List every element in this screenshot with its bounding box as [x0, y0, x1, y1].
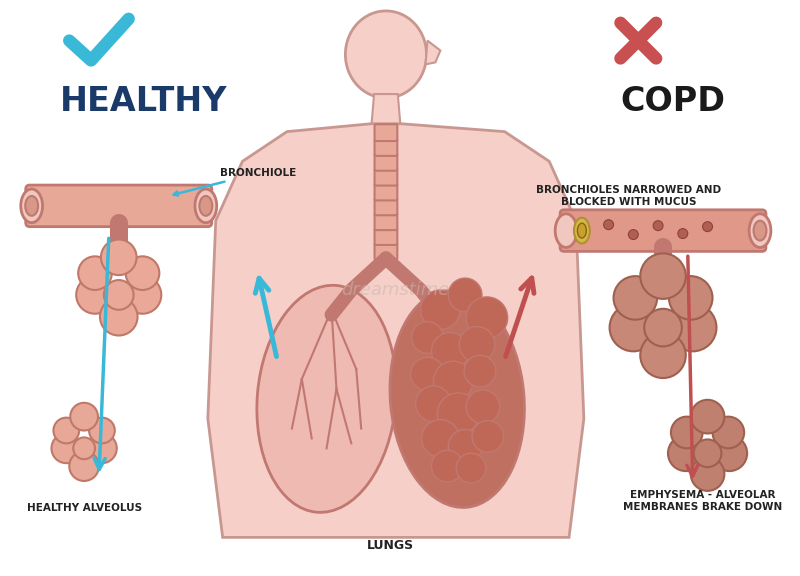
Ellipse shape: [21, 189, 42, 223]
Circle shape: [78, 256, 112, 290]
Ellipse shape: [199, 196, 212, 216]
Text: EMPHYSEMA - ALVEOLAR
MEMBRANES BRAKE DOWN: EMPHYSEMA - ALVEOLAR MEMBRANES BRAKE DOW…: [623, 490, 782, 511]
Circle shape: [690, 400, 724, 434]
Circle shape: [669, 276, 713, 320]
Circle shape: [702, 222, 713, 232]
Text: COPD: COPD: [621, 85, 726, 119]
FancyBboxPatch shape: [374, 184, 398, 200]
Ellipse shape: [749, 214, 771, 248]
Circle shape: [70, 403, 98, 430]
Ellipse shape: [555, 214, 577, 248]
Circle shape: [412, 321, 443, 353]
FancyBboxPatch shape: [26, 185, 212, 226]
Circle shape: [448, 430, 482, 463]
Circle shape: [70, 451, 99, 481]
Circle shape: [416, 386, 451, 422]
Circle shape: [448, 278, 482, 312]
Circle shape: [422, 419, 459, 457]
Text: LUNGS: LUNGS: [367, 539, 414, 552]
Circle shape: [74, 437, 95, 459]
Circle shape: [690, 457, 724, 491]
Circle shape: [628, 230, 638, 240]
FancyBboxPatch shape: [374, 228, 398, 245]
Circle shape: [610, 304, 657, 351]
Circle shape: [434, 361, 473, 401]
Ellipse shape: [195, 189, 217, 223]
Circle shape: [459, 327, 494, 362]
Circle shape: [124, 276, 162, 314]
Polygon shape: [426, 40, 440, 65]
Circle shape: [640, 332, 686, 378]
Circle shape: [464, 355, 496, 387]
FancyBboxPatch shape: [374, 243, 398, 260]
Ellipse shape: [574, 218, 590, 244]
Circle shape: [104, 280, 134, 310]
Circle shape: [713, 416, 744, 448]
Circle shape: [614, 276, 657, 320]
Ellipse shape: [257, 285, 396, 513]
Circle shape: [640, 253, 686, 299]
FancyBboxPatch shape: [374, 139, 398, 156]
Ellipse shape: [754, 221, 766, 241]
Polygon shape: [371, 94, 401, 130]
Circle shape: [668, 435, 704, 471]
Text: BRONCHIOLE: BRONCHIOLE: [174, 168, 296, 196]
Circle shape: [431, 332, 469, 370]
Circle shape: [101, 240, 137, 275]
FancyBboxPatch shape: [560, 210, 766, 251]
Ellipse shape: [346, 11, 426, 98]
FancyBboxPatch shape: [374, 169, 398, 185]
Circle shape: [694, 439, 722, 467]
Text: BRONCHIOLES NARROWED AND
BLOCKED WITH MUCUS: BRONCHIOLES NARROWED AND BLOCKED WITH MU…: [536, 185, 721, 207]
Circle shape: [711, 435, 747, 471]
Circle shape: [76, 276, 114, 314]
Circle shape: [678, 229, 688, 238]
Circle shape: [669, 304, 717, 351]
Circle shape: [644, 309, 682, 346]
Circle shape: [653, 221, 663, 230]
Ellipse shape: [578, 223, 586, 238]
Circle shape: [579, 230, 589, 241]
Text: dreamstime: dreamstime: [342, 281, 450, 299]
Polygon shape: [208, 124, 584, 537]
Circle shape: [51, 434, 81, 463]
Circle shape: [126, 256, 159, 290]
Circle shape: [89, 418, 114, 444]
Circle shape: [421, 290, 460, 329]
FancyBboxPatch shape: [374, 154, 398, 170]
Circle shape: [456, 453, 486, 483]
FancyBboxPatch shape: [374, 213, 398, 230]
Text: HEALTHY ALVEOLUS: HEALTHY ALVEOLUS: [26, 503, 142, 513]
Circle shape: [438, 393, 479, 434]
Circle shape: [472, 420, 504, 452]
Circle shape: [466, 297, 508, 339]
Circle shape: [466, 390, 500, 423]
Circle shape: [604, 219, 614, 230]
Circle shape: [87, 434, 117, 463]
FancyBboxPatch shape: [374, 124, 398, 141]
Text: HEALTHY: HEALTHY: [60, 85, 227, 119]
Circle shape: [100, 298, 138, 335]
Circle shape: [54, 418, 79, 444]
Ellipse shape: [390, 290, 525, 507]
Circle shape: [431, 450, 463, 482]
Circle shape: [410, 357, 444, 391]
FancyBboxPatch shape: [374, 199, 398, 215]
Circle shape: [671, 416, 702, 448]
Ellipse shape: [26, 196, 38, 216]
